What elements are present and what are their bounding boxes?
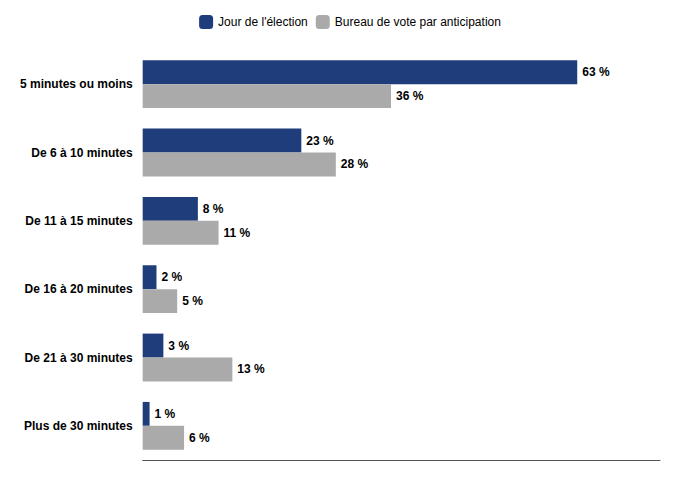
svg-text:28 %: 28 % xyxy=(341,157,369,171)
svg-text:11 %: 11 % xyxy=(224,226,251,240)
svg-text:Plus de 30 minutes: Plus de 30 minutes xyxy=(24,419,133,433)
svg-text:5 %: 5 % xyxy=(182,294,203,308)
svg-text:13 %: 13 % xyxy=(237,362,265,376)
svg-text:De 21 à 30 minutes: De 21 à 30 minutes xyxy=(25,351,133,365)
svg-text:36 %: 36 % xyxy=(396,89,424,103)
svg-text:63 %: 63 % xyxy=(582,65,610,79)
svg-text:1 %: 1 % xyxy=(155,407,176,421)
svg-text:Bureau de vote par anticipatio: Bureau de vote par anticipation xyxy=(335,15,501,29)
svg-text:3 %: 3 % xyxy=(168,339,189,353)
svg-text:De 16 à 20 minutes: De 16 à 20 minutes xyxy=(25,282,133,296)
svg-text:De 11 à 15 minutes: De 11 à 15 minutes xyxy=(25,214,133,228)
svg-text:5 minutes ou moins: 5 minutes ou moins xyxy=(20,77,133,91)
svg-text:6 %: 6 % xyxy=(189,431,210,445)
svg-text:23 %: 23 % xyxy=(306,134,334,148)
svg-text:8 %: 8 % xyxy=(203,202,224,216)
svg-text:Jour de l'élection: Jour de l'élection xyxy=(218,15,308,29)
svg-text:De 6 à 10 minutes: De 6 à 10 minutes xyxy=(31,146,133,160)
svg-text:2 %: 2 % xyxy=(161,270,182,284)
